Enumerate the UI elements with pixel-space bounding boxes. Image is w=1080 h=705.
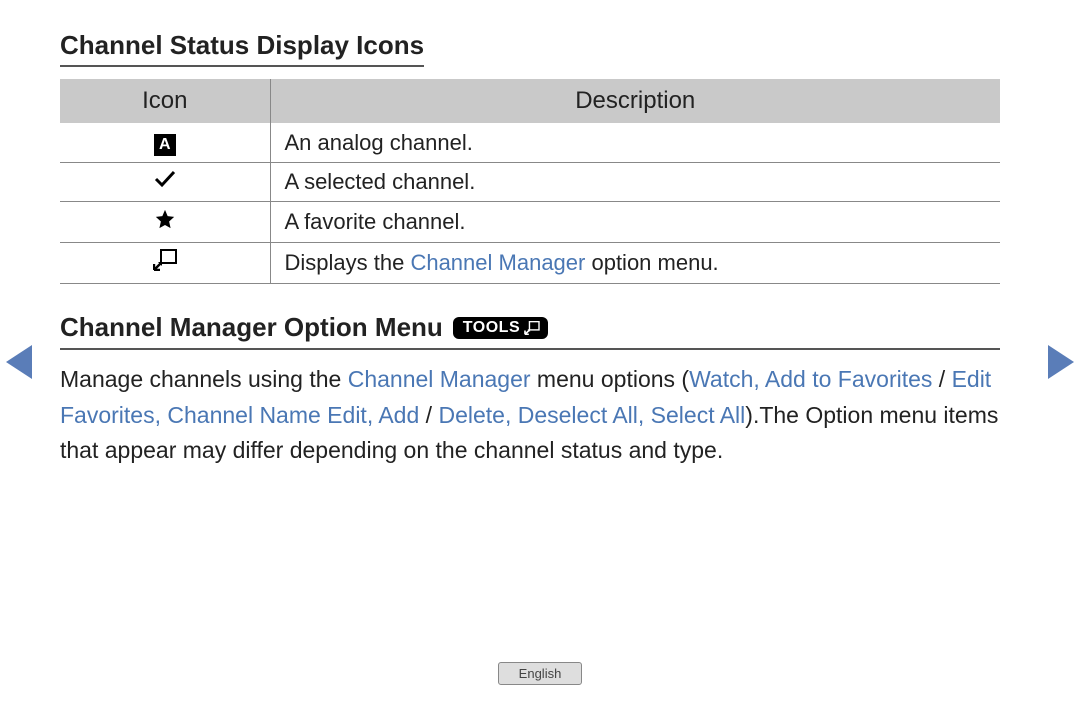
tools-badge: TOOLS (453, 317, 548, 339)
body-text: / (419, 402, 438, 428)
body-text: Manage channels using the (60, 366, 348, 392)
link-add: Add (378, 402, 419, 428)
prev-page-arrow[interactable] (6, 345, 32, 384)
desc-text: option menu. (585, 250, 718, 275)
table-row: A selected channel. (60, 163, 1000, 202)
page-content: Channel Status Display Icons Icon Descri… (60, 30, 1000, 469)
table-row: A favorite channel. (60, 202, 1000, 243)
link-deselect-all: Deselect All (518, 402, 638, 428)
checkmark-icon (154, 169, 176, 189)
col-header-icon: Icon (60, 79, 270, 123)
language-badge: English (498, 662, 583, 685)
body-text: menu options ( (531, 366, 690, 392)
desc-cell: An analog channel. (270, 123, 1000, 163)
analog-a-icon: A (154, 134, 176, 156)
channel-manager-link: Channel Manager (410, 250, 585, 275)
table-row: A An analog channel. (60, 123, 1000, 163)
desc-cell: A favorite channel. (270, 202, 1000, 243)
next-page-arrow[interactable] (1048, 345, 1074, 384)
section2-body: Manage channels using the Channel Manage… (60, 362, 1000, 469)
table-row: Displays the Channel Manager option menu… (60, 243, 1000, 284)
tools-badge-label: TOOLS (463, 319, 520, 337)
section2-heading-row: Channel Manager Option Menu TOOLS (60, 312, 1000, 350)
icon-cell-star (60, 202, 270, 243)
link-watch: Watch (689, 366, 753, 392)
sep: , (638, 402, 651, 428)
table-header-row: Icon Description (60, 79, 1000, 123)
menu-arrow-icon (153, 249, 177, 271)
body-text: / (932, 366, 951, 392)
section2-title: Channel Manager Option Menu (60, 312, 443, 343)
link-delete: Delete (438, 402, 504, 428)
sep: , (753, 366, 765, 392)
sep: , (367, 402, 379, 428)
desc-text: Displays the (285, 250, 411, 275)
section1-title: Channel Status Display Icons (60, 30, 424, 67)
icon-description-table: Icon Description A An analog channel. A … (60, 79, 1000, 284)
sep: , (155, 402, 168, 428)
tools-badge-icon (524, 321, 540, 335)
link-add-to-favorites: Add to Favorites (765, 366, 932, 392)
sep: , (505, 402, 518, 428)
link-select-all: Select All (651, 402, 746, 428)
col-header-description: Description (270, 79, 1000, 123)
link-channel-name-edit: Channel Name Edit (167, 402, 366, 428)
footer-language: English (0, 662, 1080, 685)
desc-cell: A selected channel. (270, 163, 1000, 202)
desc-cell: Displays the Channel Manager option menu… (270, 243, 1000, 284)
link-channel-manager: Channel Manager (348, 366, 531, 392)
icon-cell-menu-arrow (60, 243, 270, 284)
star-icon (154, 208, 176, 230)
icon-cell-analog: A (60, 123, 270, 163)
icon-cell-checkmark (60, 163, 270, 202)
